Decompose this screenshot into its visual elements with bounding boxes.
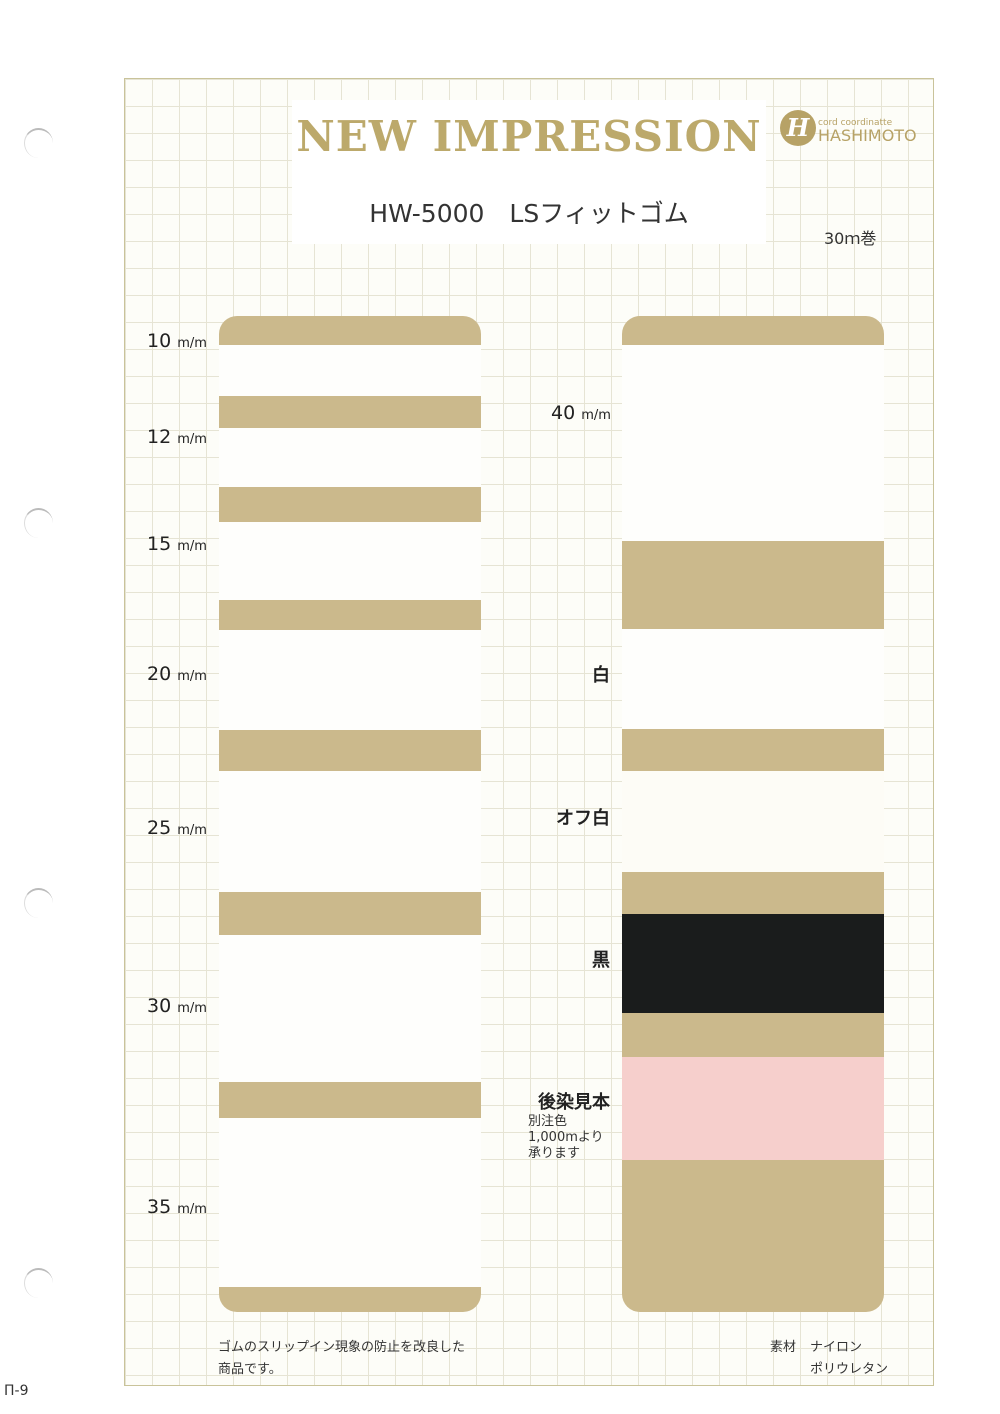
material-label: 素材 (770, 1340, 797, 1355)
color-label-white: 白 (592, 665, 610, 686)
width-label-15: 15 m/m (147, 533, 207, 555)
tape-35mm (219, 1118, 481, 1287)
tape-12mm (219, 428, 481, 487)
tape-white (622, 629, 884, 729)
width-label-30: 30 m/m (147, 995, 207, 1017)
logo-name: HASHIMOTO (818, 126, 917, 145)
tape-pink-sample (622, 1057, 884, 1160)
tape-30mm (219, 935, 481, 1082)
binder-hole (24, 128, 53, 158)
product-name: HW-5000 LSフィットゴム (369, 199, 689, 228)
tape-10mm (219, 345, 481, 396)
page-title: NEW IMPRESSION (296, 112, 762, 161)
page-number: Π-9 (4, 1383, 29, 1399)
tape-20mm (219, 630, 481, 730)
tape-off-white (622, 771, 884, 872)
hashimoto-logo-icon: H (780, 110, 816, 146)
width-label-10: 10 m/m (147, 330, 207, 352)
custom-color-note: 別注色 1,000mより 承ります (528, 1114, 604, 1161)
tape-black (622, 914, 884, 1013)
width-label-20: 20 m/m (147, 663, 207, 685)
material-list: ナイロン ポリウレタン (810, 1340, 889, 1377)
logo-tagline: cord coordinatte (818, 118, 893, 128)
tape-25mm (219, 771, 481, 892)
color-label-dye-sample: 後染見本 (538, 1092, 610, 1113)
color-label-off-white: オフ白 (556, 808, 610, 829)
header-box (292, 100, 766, 244)
sample-card-colors (622, 316, 884, 1312)
tape-40mm (622, 345, 884, 541)
binder-hole (24, 508, 53, 538)
width-label-12: 12 m/m (147, 426, 207, 448)
binder-hole (24, 1268, 53, 1298)
roll-length: 30ｍ巻 (824, 229, 877, 248)
description: ゴムのスリップイン現象の防止を改良した 商品です。 (218, 1340, 466, 1377)
tape-15mm (219, 522, 481, 600)
binder-hole (24, 888, 53, 918)
width-label-35: 35 m/m (147, 1196, 207, 1218)
width-label-25: 25 m/m (147, 817, 207, 839)
color-label-black: 黒 (592, 950, 610, 971)
width-label-40: 40 m/m (551, 402, 611, 424)
sample-card-widths (219, 316, 481, 1312)
